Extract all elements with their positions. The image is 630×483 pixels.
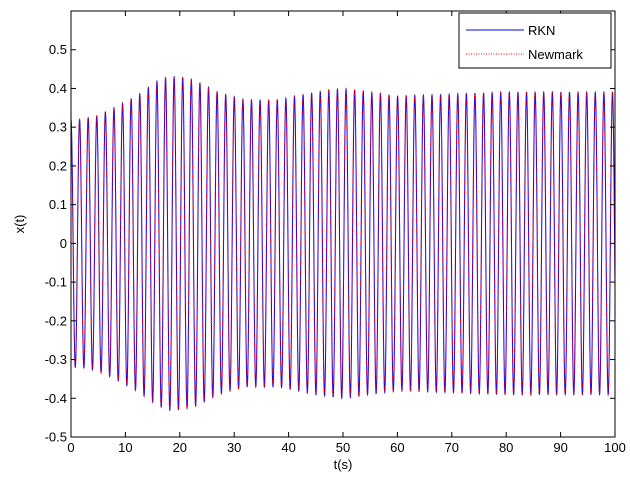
- x-tick-label: 80: [499, 440, 513, 455]
- legend-label-newmark: Newmark: [528, 47, 583, 62]
- x-tick-label: 40: [281, 440, 295, 455]
- y-tick-label: -0.3: [45, 352, 67, 367]
- y-tick-label: 0.1: [49, 197, 67, 212]
- legend-box: [458, 12, 612, 69]
- y-tick-label: 0: [60, 236, 67, 251]
- x-tick-label: 90: [553, 440, 567, 455]
- x-tick-label: 0: [67, 440, 74, 455]
- x-axis-label: t(s): [334, 457, 353, 472]
- y-tick-label: -0.2: [45, 313, 67, 328]
- y-tick-label: 0.5: [49, 42, 67, 57]
- x-tick-label: 60: [390, 440, 404, 455]
- y-tick-label: 0.2: [49, 158, 67, 173]
- x-tick-label: 70: [445, 440, 459, 455]
- legend: RKN Newmark: [458, 12, 612, 69]
- legend-label-rkn: RKN: [528, 23, 555, 38]
- x-tick-label: 10: [118, 440, 132, 455]
- series-line-rkn: [70, 75, 616, 412]
- y-tick-label: -0.5: [45, 430, 67, 445]
- series-layer: [70, 75, 616, 412]
- x-tick-label: 100: [604, 440, 626, 455]
- y-axis-label: x(t): [12, 215, 27, 234]
- y-tick-label: -0.1: [45, 275, 67, 290]
- x-tick-label: 20: [173, 440, 187, 455]
- series-line-newmark: [70, 75, 616, 412]
- x-tick-label: 50: [336, 440, 350, 455]
- x-tick-label: 30: [227, 440, 241, 455]
- tick-layer: 0 10 20 30 40 50 60 70 80 90 100 -0.5 -0.4 -0.3 -0.2 -0…: [45, 11, 626, 455]
- y-tick-label: 0.4: [49, 81, 67, 96]
- y-tick-label: -0.4: [45, 391, 67, 406]
- y-tick-label: 0.3: [49, 120, 67, 135]
